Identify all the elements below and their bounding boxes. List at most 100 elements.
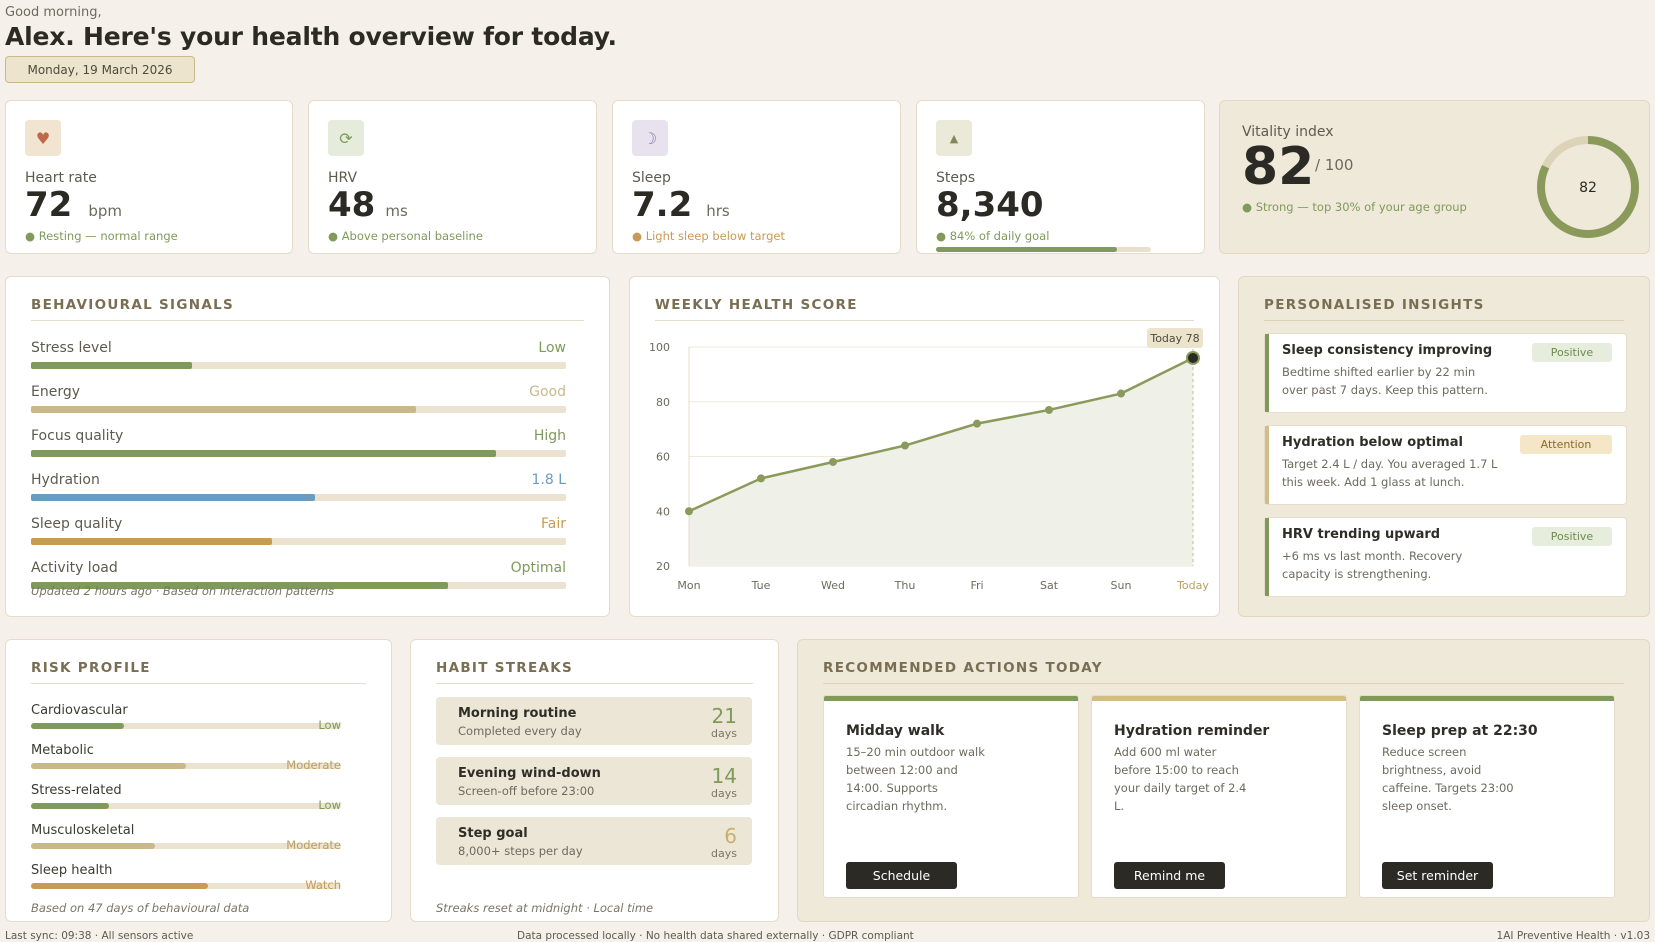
footer-sync-status: Last sync: 09:38 · All sensors active	[5, 930, 194, 942]
risk-bar-fill	[31, 843, 155, 849]
metric-value: 7.2 hrs	[632, 185, 730, 225]
risk-label: Stress-related	[31, 783, 122, 798]
section-title: PERSONALISED INSIGHTS	[1264, 297, 1485, 313]
action-title: Midday walk	[846, 723, 945, 739]
action-card: Midday walk 15–20 min outdoor walk betwee…	[823, 695, 1079, 898]
data-point	[901, 441, 909, 450]
data-point	[1117, 389, 1125, 398]
signal-label: Sleep quality	[31, 516, 123, 532]
data-point	[973, 419, 981, 428]
risk-bar	[31, 803, 341, 809]
vitality-card[interactable]: Vitality index 82 / 100 ● Strong — top 3…	[1219, 100, 1650, 254]
signal-label: Focus quality	[31, 428, 124, 444]
divider	[31, 320, 584, 321]
insight-card[interactable]: HRV trending upward +6 ms vs last month. …	[1264, 517, 1627, 597]
signal-bar	[31, 362, 566, 369]
metric-number: 48	[328, 185, 376, 225]
action-title: Hydration reminder	[1114, 723, 1270, 739]
insight-title: Hydration below optimal	[1282, 435, 1463, 450]
signal-bar-fill	[31, 362, 192, 369]
action-accent-bar	[824, 696, 1078, 701]
action-description: Add 600 ml water before 15:00 to reach y…	[1114, 745, 1247, 813]
insight-status-badge: Attention	[1520, 435, 1612, 454]
risk-bar-fill	[31, 763, 186, 769]
risk-level-tag: Moderate	[286, 758, 341, 772]
x-tick-label: Sun	[1111, 579, 1132, 592]
metric-number: 72	[25, 185, 73, 225]
signal-value: Low	[538, 340, 566, 356]
habits-footnote: Streaks reset at midnight · Local time	[436, 901, 654, 915]
greeting-block: Good morning, Alex. Here's your health o…	[5, 5, 617, 51]
vitality-value: 82	[1242, 137, 1315, 197]
signal-value: High	[533, 428, 566, 444]
schedule-button[interactable]: Schedule	[846, 862, 957, 889]
insight-card[interactable]: Hydration below optimal Target 2.4 L / da…	[1264, 425, 1627, 505]
habit-streak-item[interactable]: Evening wind-down Screen-off before 23:00…	[436, 757, 752, 805]
recommended-actions-panel: RECOMMENDED ACTIONS TODAY Midday walk 15–…	[797, 639, 1650, 922]
vitality-ring-label: 82	[1579, 180, 1597, 196]
today-tooltip	[1147, 327, 1203, 348]
vitality-label: Vitality index	[1242, 124, 1334, 140]
data-point	[685, 507, 693, 516]
weekly-line-chart: 20 40 60 80 100 Mon Tue Wed Thu Fri Sat Sun Today Tod…	[649, 327, 1209, 592]
action-card: Hydration reminder Add 600 ml water befor…	[1091, 695, 1347, 898]
heart-rate-card[interactable]: ♥ Heart rate 72 bpm ● Resting — normal ra…	[5, 100, 293, 254]
habit-streak-item[interactable]: Morning routine Completed every day 21 days	[436, 697, 752, 745]
section-title: HABIT STREAKS	[436, 660, 574, 676]
risk-level-tag: Low	[318, 798, 341, 812]
steps-progress-bar	[936, 247, 1151, 252]
signal-bar-fill	[31, 538, 272, 545]
habit-name: Step goal	[458, 826, 528, 841]
metric-unit: bpm	[88, 202, 122, 220]
metric-unit: ms	[385, 202, 408, 220]
moon-icon: ☽	[632, 120, 668, 156]
divider	[655, 320, 1194, 321]
personalised-insights-panel: PERSONALISED INSIGHTS Sleep consistency …	[1238, 276, 1650, 617]
habit-streak-item[interactable]: Step goal 8,000+ steps per day 6 days	[436, 817, 752, 865]
greeting-text: Good morning,	[5, 5, 102, 20]
set-reminder-button[interactable]: Set reminder	[1382, 862, 1493, 889]
habit-streak-unit: days	[711, 727, 737, 740]
metric-note: ● Light sleep below target	[632, 229, 785, 243]
signal-bar	[31, 582, 566, 589]
y-tick-label: 60	[656, 451, 670, 464]
remind-me-button[interactable]: Remind me	[1114, 862, 1225, 889]
signal-value: Fair	[541, 516, 566, 532]
risk-level-tag: Low	[318, 718, 341, 732]
metric-number: 8,340	[936, 185, 1044, 225]
signal-value: 1.8 L	[531, 472, 566, 488]
metric-note: ● Resting — normal range	[25, 229, 178, 243]
section-title: RISK PROFILE	[31, 660, 151, 676]
metric-value: 48 ms	[328, 185, 408, 225]
x-tick-label: Tue	[751, 579, 771, 592]
signal-value: Optimal	[510, 560, 566, 576]
insight-card[interactable]: Sleep consistency improving Bedtime shift…	[1264, 333, 1627, 413]
divider	[436, 683, 753, 684]
steps-card[interactable]: ▲ Steps 8,340 ● 84% of daily goal	[916, 100, 1205, 254]
steps-progress-fill	[936, 247, 1117, 252]
y-tick-label: 20	[656, 560, 670, 573]
action-description: Reduce screen brightness, avoid caffeine…	[1382, 745, 1514, 813]
date-pill[interactable]: Monday, 19 March 2026	[5, 56, 195, 83]
risk-bar-fill	[31, 803, 109, 809]
x-tick-label: Today	[1176, 579, 1209, 592]
data-point	[757, 474, 765, 483]
signal-bar	[31, 494, 566, 501]
divider	[823, 683, 1624, 684]
habit-streak-count: 21	[711, 704, 737, 728]
behavioural-footnote: Updated 2 hours ago · Based on interacti…	[31, 584, 335, 598]
signal-bar-fill	[31, 494, 315, 501]
metric-number: 7.2	[632, 185, 693, 225]
insight-body: Bedtime shifted earlier by 22 min over p…	[1282, 365, 1488, 397]
today-point	[1186, 350, 1200, 365]
risk-bar	[31, 723, 341, 729]
habit-name: Evening wind-down	[458, 766, 601, 781]
risk-level-tag: Moderate	[286, 838, 341, 852]
insight-status-badge: Positive	[1532, 343, 1612, 362]
habit-name: Morning routine	[458, 706, 577, 721]
sleep-card[interactable]: ☽ Sleep 7.2 hrs ● Light sleep below targe…	[612, 100, 901, 254]
vitality-ring: 82	[1537, 136, 1639, 238]
hrv-card[interactable]: ⟳ HRV 48 ms ● Above personal baseline	[308, 100, 597, 254]
insight-title: HRV trending upward	[1282, 527, 1441, 542]
arrow-up-icon: ▲	[936, 120, 972, 156]
